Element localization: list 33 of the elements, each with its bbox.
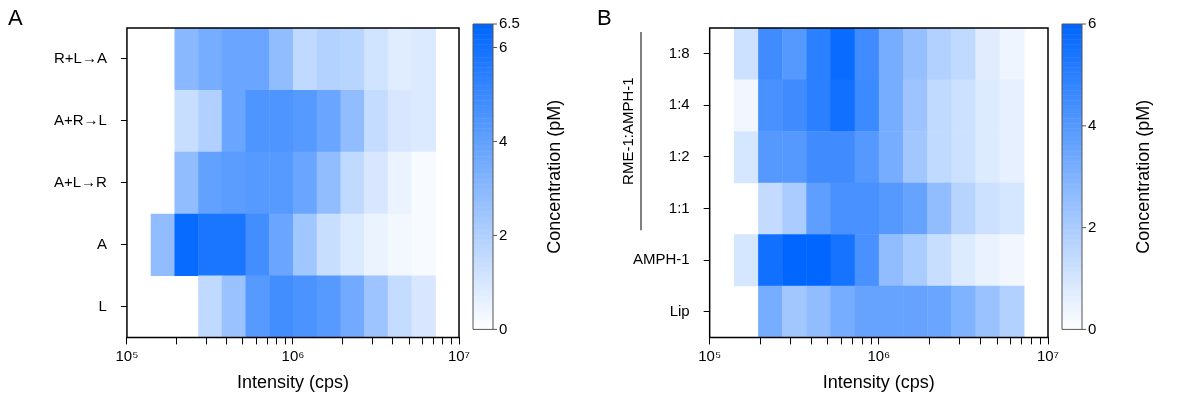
- chart-title: A: [8, 5, 23, 31]
- x-tick-label: 10⁷: [447, 346, 471, 364]
- y-tick-label: 1:2: [668, 147, 690, 165]
- color-bar-label: 2: [1088, 217, 1097, 235]
- y-tick-label: A+R→L: [53, 110, 107, 128]
- color-bar-title: Concentration (pM): [543, 99, 564, 254]
- y-tick-label: R+L→A: [53, 49, 107, 67]
- x-tick-label: 10⁵: [115, 346, 139, 364]
- chart-title: B: [597, 5, 612, 31]
- color-bar-label: 2: [499, 225, 508, 243]
- y-tick-label: Lip: [669, 301, 690, 319]
- x-tick-label: 10⁷: [1036, 346, 1060, 364]
- color-bar-label: 4: [499, 131, 508, 149]
- color-bar-title: Concentration (pM): [1132, 99, 1153, 254]
- y-tick-label: AMPH-1: [632, 250, 690, 268]
- color-bar-label: 6: [1088, 14, 1097, 32]
- color-bar-label: 6.5: [499, 14, 520, 32]
- y-tick-label: 1:1: [668, 198, 690, 216]
- y-tick-label: 1:4: [668, 95, 690, 113]
- y-axis-title: RME-1:AMPH-1: [619, 77, 637, 185]
- y-tick-label: A: [96, 234, 107, 252]
- y-tick-label: A+L→R: [53, 172, 108, 190]
- x-axis-title: Intensity (cps): [236, 372, 349, 393]
- x-tick-label: 10⁵: [698, 346, 722, 364]
- color-bar-label: 4: [1088, 115, 1097, 133]
- x-tick-label: 10⁶: [867, 346, 891, 364]
- y-tick-label: 1:8: [668, 43, 690, 61]
- color-bar-label: 6: [499, 37, 508, 55]
- color-bar-label: 0: [499, 319, 508, 337]
- y-tick-label: L: [98, 296, 107, 314]
- x-tick-label: 10⁶: [281, 346, 305, 364]
- color-bar-label: 0: [1088, 319, 1097, 337]
- x-axis-title: Intensity (cps): [822, 372, 935, 393]
